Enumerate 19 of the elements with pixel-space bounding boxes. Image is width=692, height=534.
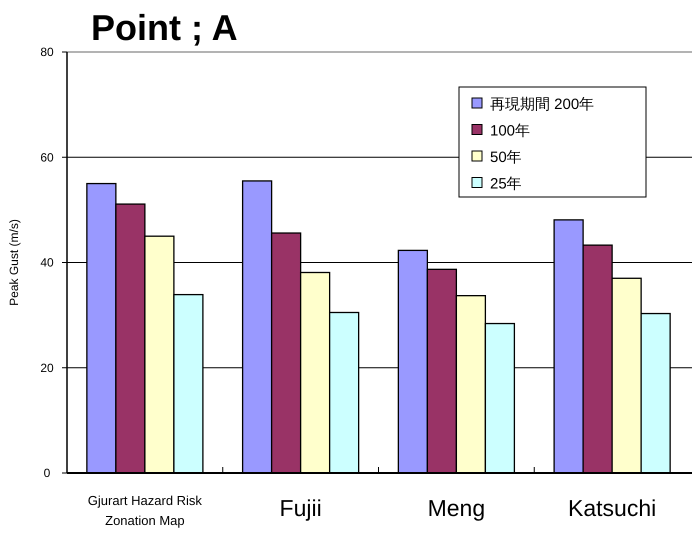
- legend-item: 再現期間 200年: [472, 96, 594, 113]
- x-tick-label: Katsuchi: [568, 495, 656, 521]
- x-tick-label: Fujii: [280, 495, 322, 521]
- y-tick-label: 0: [44, 466, 51, 480]
- y-tick-label: 40: [40, 256, 54, 270]
- legend-label: 100年: [490, 122, 530, 140]
- y-tick-label: 80: [40, 45, 54, 59]
- y-tick-label: 20: [40, 360, 54, 375]
- legend-label: 25年: [490, 176, 522, 192]
- x-tick-label: Gjurart Hazard Risk Zonation Map: [88, 493, 202, 528]
- chart-title: Point ; A: [91, 7, 238, 48]
- legend-item: 50年: [472, 149, 522, 166]
- legend-item: 100年: [472, 122, 530, 140]
- legend-label: 再現期間 200年: [490, 96, 594, 113]
- x-tick-label: Meng: [428, 495, 486, 521]
- legend-label: 50年: [490, 149, 522, 166]
- y-axis-title: Peak Gust (m/s): [7, 219, 21, 306]
- y-tick-label: 60: [40, 150, 54, 164]
- legend-item: 25年: [472, 176, 522, 192]
